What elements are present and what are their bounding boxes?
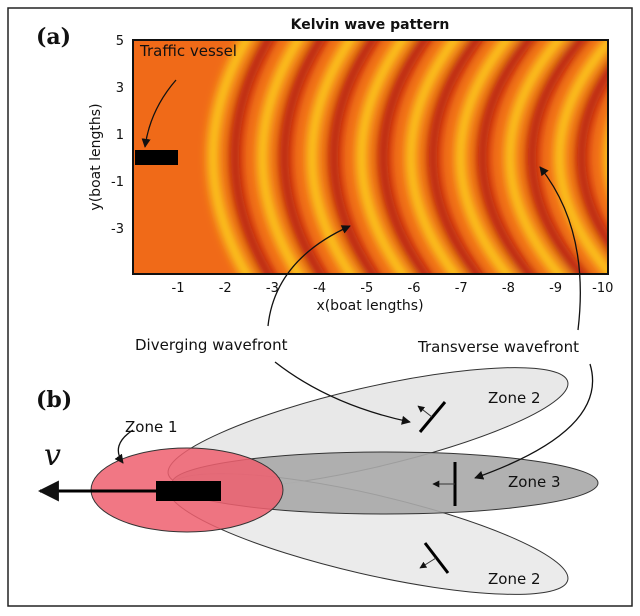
y-tick-label: -1 (111, 175, 124, 190)
zone-label: Zone 2 (488, 570, 541, 588)
x-tick-label: -2 (219, 281, 232, 296)
zone-label: Zone 3 (508, 473, 561, 491)
x-tick-label: -9 (549, 281, 562, 296)
vessel-label: Traffic vessel (139, 42, 237, 60)
annotation: Transverse wavefront (417, 338, 579, 356)
wave-crest (609, 30, 640, 284)
zone-label: Zone 2 (488, 389, 541, 407)
y-tick-label: -3 (111, 222, 124, 237)
y-tick-label: 3 (116, 81, 124, 96)
velocity-symbol: v (44, 438, 61, 473)
vessel (156, 481, 221, 501)
y-tick-label: 1 (116, 128, 124, 143)
plot-title: Kelvin wave pattern (291, 17, 450, 33)
x-tick-label: -5 (360, 281, 373, 296)
y-tick-label: 5 (116, 34, 124, 49)
x-tick-label: -6 (408, 281, 421, 296)
vessel (135, 150, 178, 165)
figure: (a) Kelvin wave pattern 531-1-3-1-2-3-4-… (0, 0, 640, 616)
x-tick-label: -4 (313, 281, 326, 296)
heatmap (133, 30, 640, 284)
x-tick-label: -8 (502, 281, 515, 296)
panel-label: (a) (36, 24, 71, 50)
x-tick-label: -7 (455, 281, 468, 296)
zone-label: Zone 1 (125, 418, 178, 436)
x-axis-label: x(boat lengths) (316, 298, 423, 314)
x-tick-label: -1 (172, 281, 185, 296)
x-tick-label: -10 (592, 281, 613, 296)
annotation: Diverging wavefront (135, 336, 288, 354)
panel-label: (b) (36, 387, 72, 413)
y-axis-label: y(boat lengths) (88, 103, 104, 210)
